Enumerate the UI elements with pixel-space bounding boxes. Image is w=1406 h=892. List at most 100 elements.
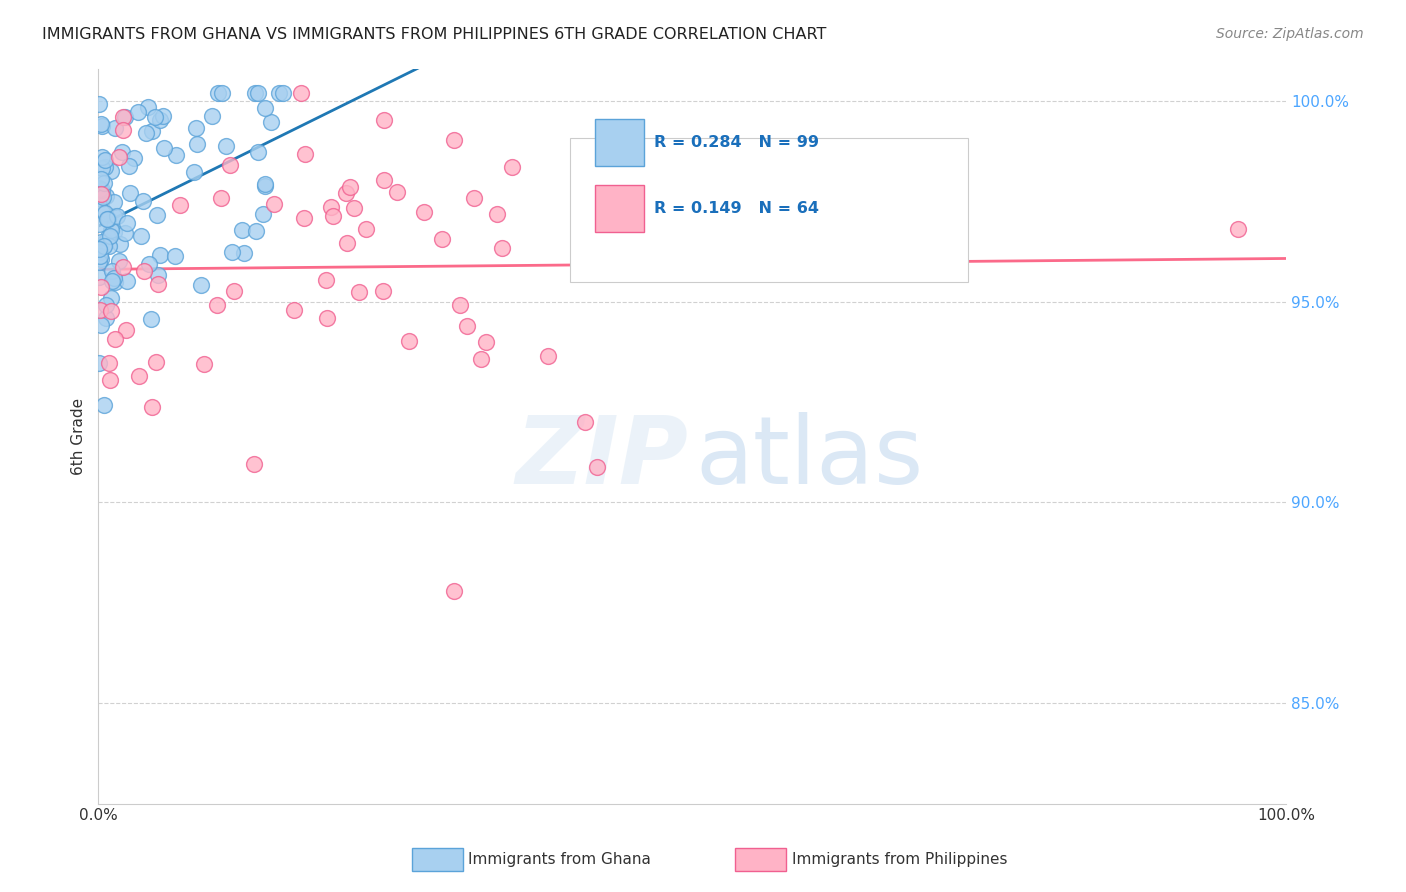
Point	[574, 415, 596, 429]
Point	[193, 357, 215, 371]
Point	[373, 113, 395, 128]
Point	[91, 183, 114, 197]
Point	[103, 209, 125, 223]
FancyBboxPatch shape	[595, 119, 644, 166]
Point	[153, 140, 176, 154]
Point	[103, 271, 125, 285]
Point	[89, 270, 111, 285]
Point	[107, 254, 129, 268]
Point	[146, 277, 169, 292]
Point	[336, 235, 359, 250]
Text: ZIP: ZIP	[516, 412, 689, 504]
Point	[111, 111, 134, 125]
Point	[315, 273, 337, 287]
Point	[132, 194, 155, 208]
Point	[186, 136, 208, 151]
Text: R = 0.149   N = 64: R = 0.149 N = 64	[654, 201, 818, 216]
Text: R = 0.284   N = 99: R = 0.284 N = 99	[654, 135, 818, 150]
Point	[373, 284, 395, 298]
Point	[247, 145, 270, 159]
Point	[152, 109, 174, 123]
Point	[598, 181, 620, 195]
Point	[103, 225, 125, 239]
FancyBboxPatch shape	[595, 185, 644, 232]
Point	[94, 298, 117, 312]
Point	[136, 100, 159, 114]
Point	[128, 368, 150, 383]
Point	[89, 302, 111, 317]
Point	[595, 202, 617, 216]
Point	[135, 126, 157, 140]
Point	[104, 275, 127, 289]
Point	[486, 207, 509, 221]
Point	[132, 263, 155, 277]
Point	[114, 323, 136, 337]
Point	[1227, 222, 1250, 236]
Point	[90, 150, 112, 164]
Point	[90, 161, 112, 175]
Point	[107, 209, 129, 223]
Point	[146, 268, 169, 282]
Point	[91, 193, 114, 207]
Point	[98, 373, 121, 387]
Point	[104, 332, 127, 346]
Point	[98, 229, 121, 244]
Point	[93, 239, 115, 253]
Point	[146, 208, 169, 222]
Point	[585, 459, 607, 474]
Point	[319, 200, 342, 214]
Point	[97, 211, 120, 226]
Point	[475, 334, 498, 349]
Point	[117, 274, 139, 288]
Point	[165, 148, 187, 162]
Point	[294, 146, 316, 161]
Point	[118, 186, 141, 201]
Point	[89, 180, 111, 194]
Point	[96, 189, 118, 203]
Point	[141, 124, 163, 138]
Point	[96, 211, 118, 226]
Point	[141, 400, 163, 414]
Point	[222, 284, 245, 298]
Point	[343, 201, 366, 215]
Point	[90, 252, 112, 266]
Point	[263, 196, 285, 211]
Point	[139, 312, 162, 326]
Point	[114, 226, 136, 240]
Point	[207, 86, 229, 100]
Point	[219, 158, 242, 172]
Point	[93, 190, 115, 204]
Point	[110, 145, 132, 159]
Point	[93, 239, 115, 253]
Point	[385, 185, 408, 199]
Point	[200, 109, 222, 123]
Point	[165, 249, 187, 263]
Point	[127, 104, 149, 119]
Point	[443, 583, 465, 598]
Point	[233, 246, 256, 260]
Point	[89, 245, 111, 260]
Point	[253, 177, 276, 191]
Point	[283, 303, 305, 318]
Point	[412, 205, 434, 219]
Point	[100, 303, 122, 318]
Point	[94, 153, 117, 167]
Point	[100, 222, 122, 236]
Point	[90, 171, 112, 186]
Point	[356, 222, 378, 236]
Point	[205, 298, 228, 312]
Point	[129, 229, 152, 244]
Point	[122, 151, 145, 165]
Point	[292, 211, 315, 225]
Point	[243, 86, 266, 100]
Point	[501, 161, 523, 175]
Point	[260, 115, 283, 129]
Point	[93, 206, 115, 220]
Point	[243, 457, 266, 471]
Point	[221, 244, 243, 259]
Point	[100, 164, 122, 178]
Point	[145, 355, 167, 369]
Point	[537, 349, 560, 363]
Text: Immigrants from Philippines: Immigrants from Philippines	[792, 853, 1007, 867]
Point	[100, 291, 122, 305]
